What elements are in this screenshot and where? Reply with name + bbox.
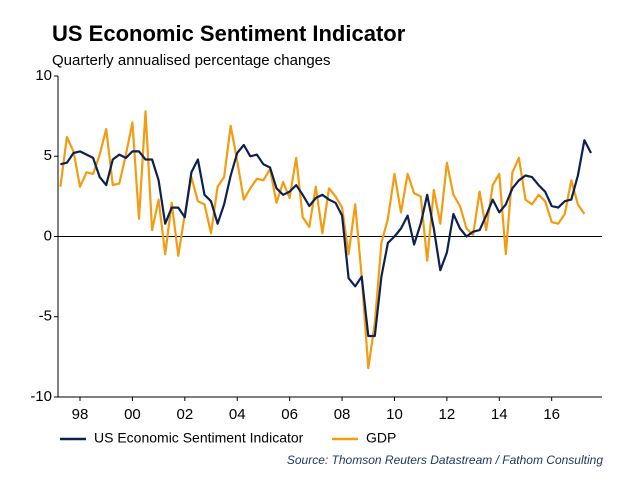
x-tick-label: 98: [72, 406, 89, 423]
x-tick-label: 12: [439, 406, 456, 423]
series-line: [60, 139, 592, 338]
legend-label: GDP: [366, 430, 396, 446]
y-tick-label: 10: [35, 67, 52, 84]
x-tick-label: 02: [176, 406, 193, 423]
y-tick-label: 0: [44, 227, 52, 244]
chart-subtitle: Quarterly annualised percentage changes: [52, 52, 331, 69]
x-tick-label: 10: [386, 406, 403, 423]
x-tick-label: 00: [124, 406, 141, 423]
source-note: Source: Thomson Reuters Datastream / Fat…: [287, 453, 603, 467]
y-tick-label: -10: [30, 388, 52, 405]
series-line: [59, 110, 586, 370]
legend-label: US Economic Sentiment Indicator: [94, 430, 304, 446]
y-tick-label: -5: [39, 308, 52, 325]
y-tick-label: 5: [44, 147, 52, 164]
chart-title: US Economic Sentiment Indicator: [52, 21, 406, 46]
x-tick-label: 14: [491, 406, 508, 423]
x-tick-label: 06: [281, 406, 298, 423]
x-tick-label: 04: [229, 406, 246, 423]
x-tick-label: 16: [543, 406, 560, 423]
x-tick-label: 08: [334, 406, 351, 423]
